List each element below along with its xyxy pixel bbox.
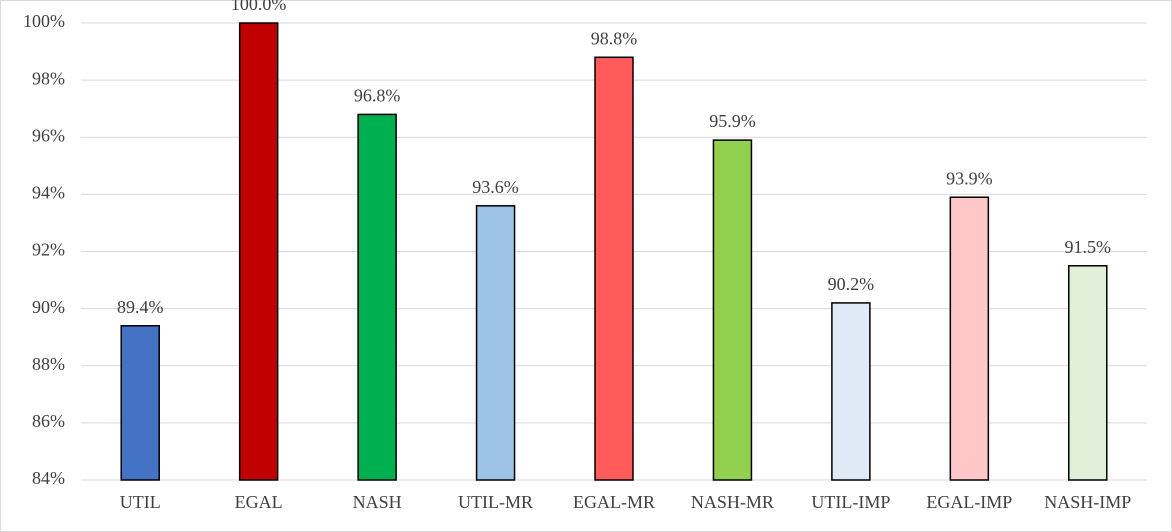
value-label: 89.4% [117, 297, 164, 317]
y-tick-label: 94% [32, 183, 65, 203]
bar [1068, 265, 1108, 481]
value-label: 93.6% [472, 177, 519, 197]
bar [238, 22, 279, 481]
y-tick-label: 96% [32, 125, 65, 145]
value-label: 93.9% [946, 168, 993, 188]
value-label: 96.8% [354, 86, 401, 106]
bar [475, 205, 516, 481]
value-label: 98.8% [591, 28, 638, 48]
y-tick-label: 88% [32, 354, 65, 374]
x-tick-label: UTIL-IMP [811, 492, 890, 512]
x-tick-label: EGAL-IMP [926, 492, 1012, 512]
bar [831, 302, 871, 481]
y-tick-label: 100% [23, 11, 65, 31]
value-label: 91.5% [1065, 237, 1112, 257]
x-tick-label: NASH-IMP [1044, 492, 1131, 512]
value-label: 90.2% [828, 274, 875, 294]
x-tick-label: EGAL-MR [573, 492, 655, 512]
y-tick-label: 92% [32, 240, 65, 260]
y-tick-label: 98% [32, 68, 65, 88]
x-tick-label: NASH-MR [691, 492, 774, 512]
bar [594, 56, 634, 481]
x-tick-label: UTIL [120, 492, 161, 512]
y-tick-label: 90% [32, 297, 65, 317]
y-tick-label: 86% [32, 411, 65, 431]
bar [357, 113, 397, 481]
value-label: 100.0% [231, 0, 287, 14]
bar [712, 139, 753, 481]
bar [949, 196, 990, 481]
x-tick-label: UTIL-MR [458, 492, 533, 512]
x-tick-label: EGAL [235, 492, 283, 512]
y-tick-label: 84% [32, 468, 65, 488]
bar [120, 325, 160, 481]
value-label: 95.9% [709, 111, 756, 131]
x-tick-label: NASH [353, 492, 402, 512]
